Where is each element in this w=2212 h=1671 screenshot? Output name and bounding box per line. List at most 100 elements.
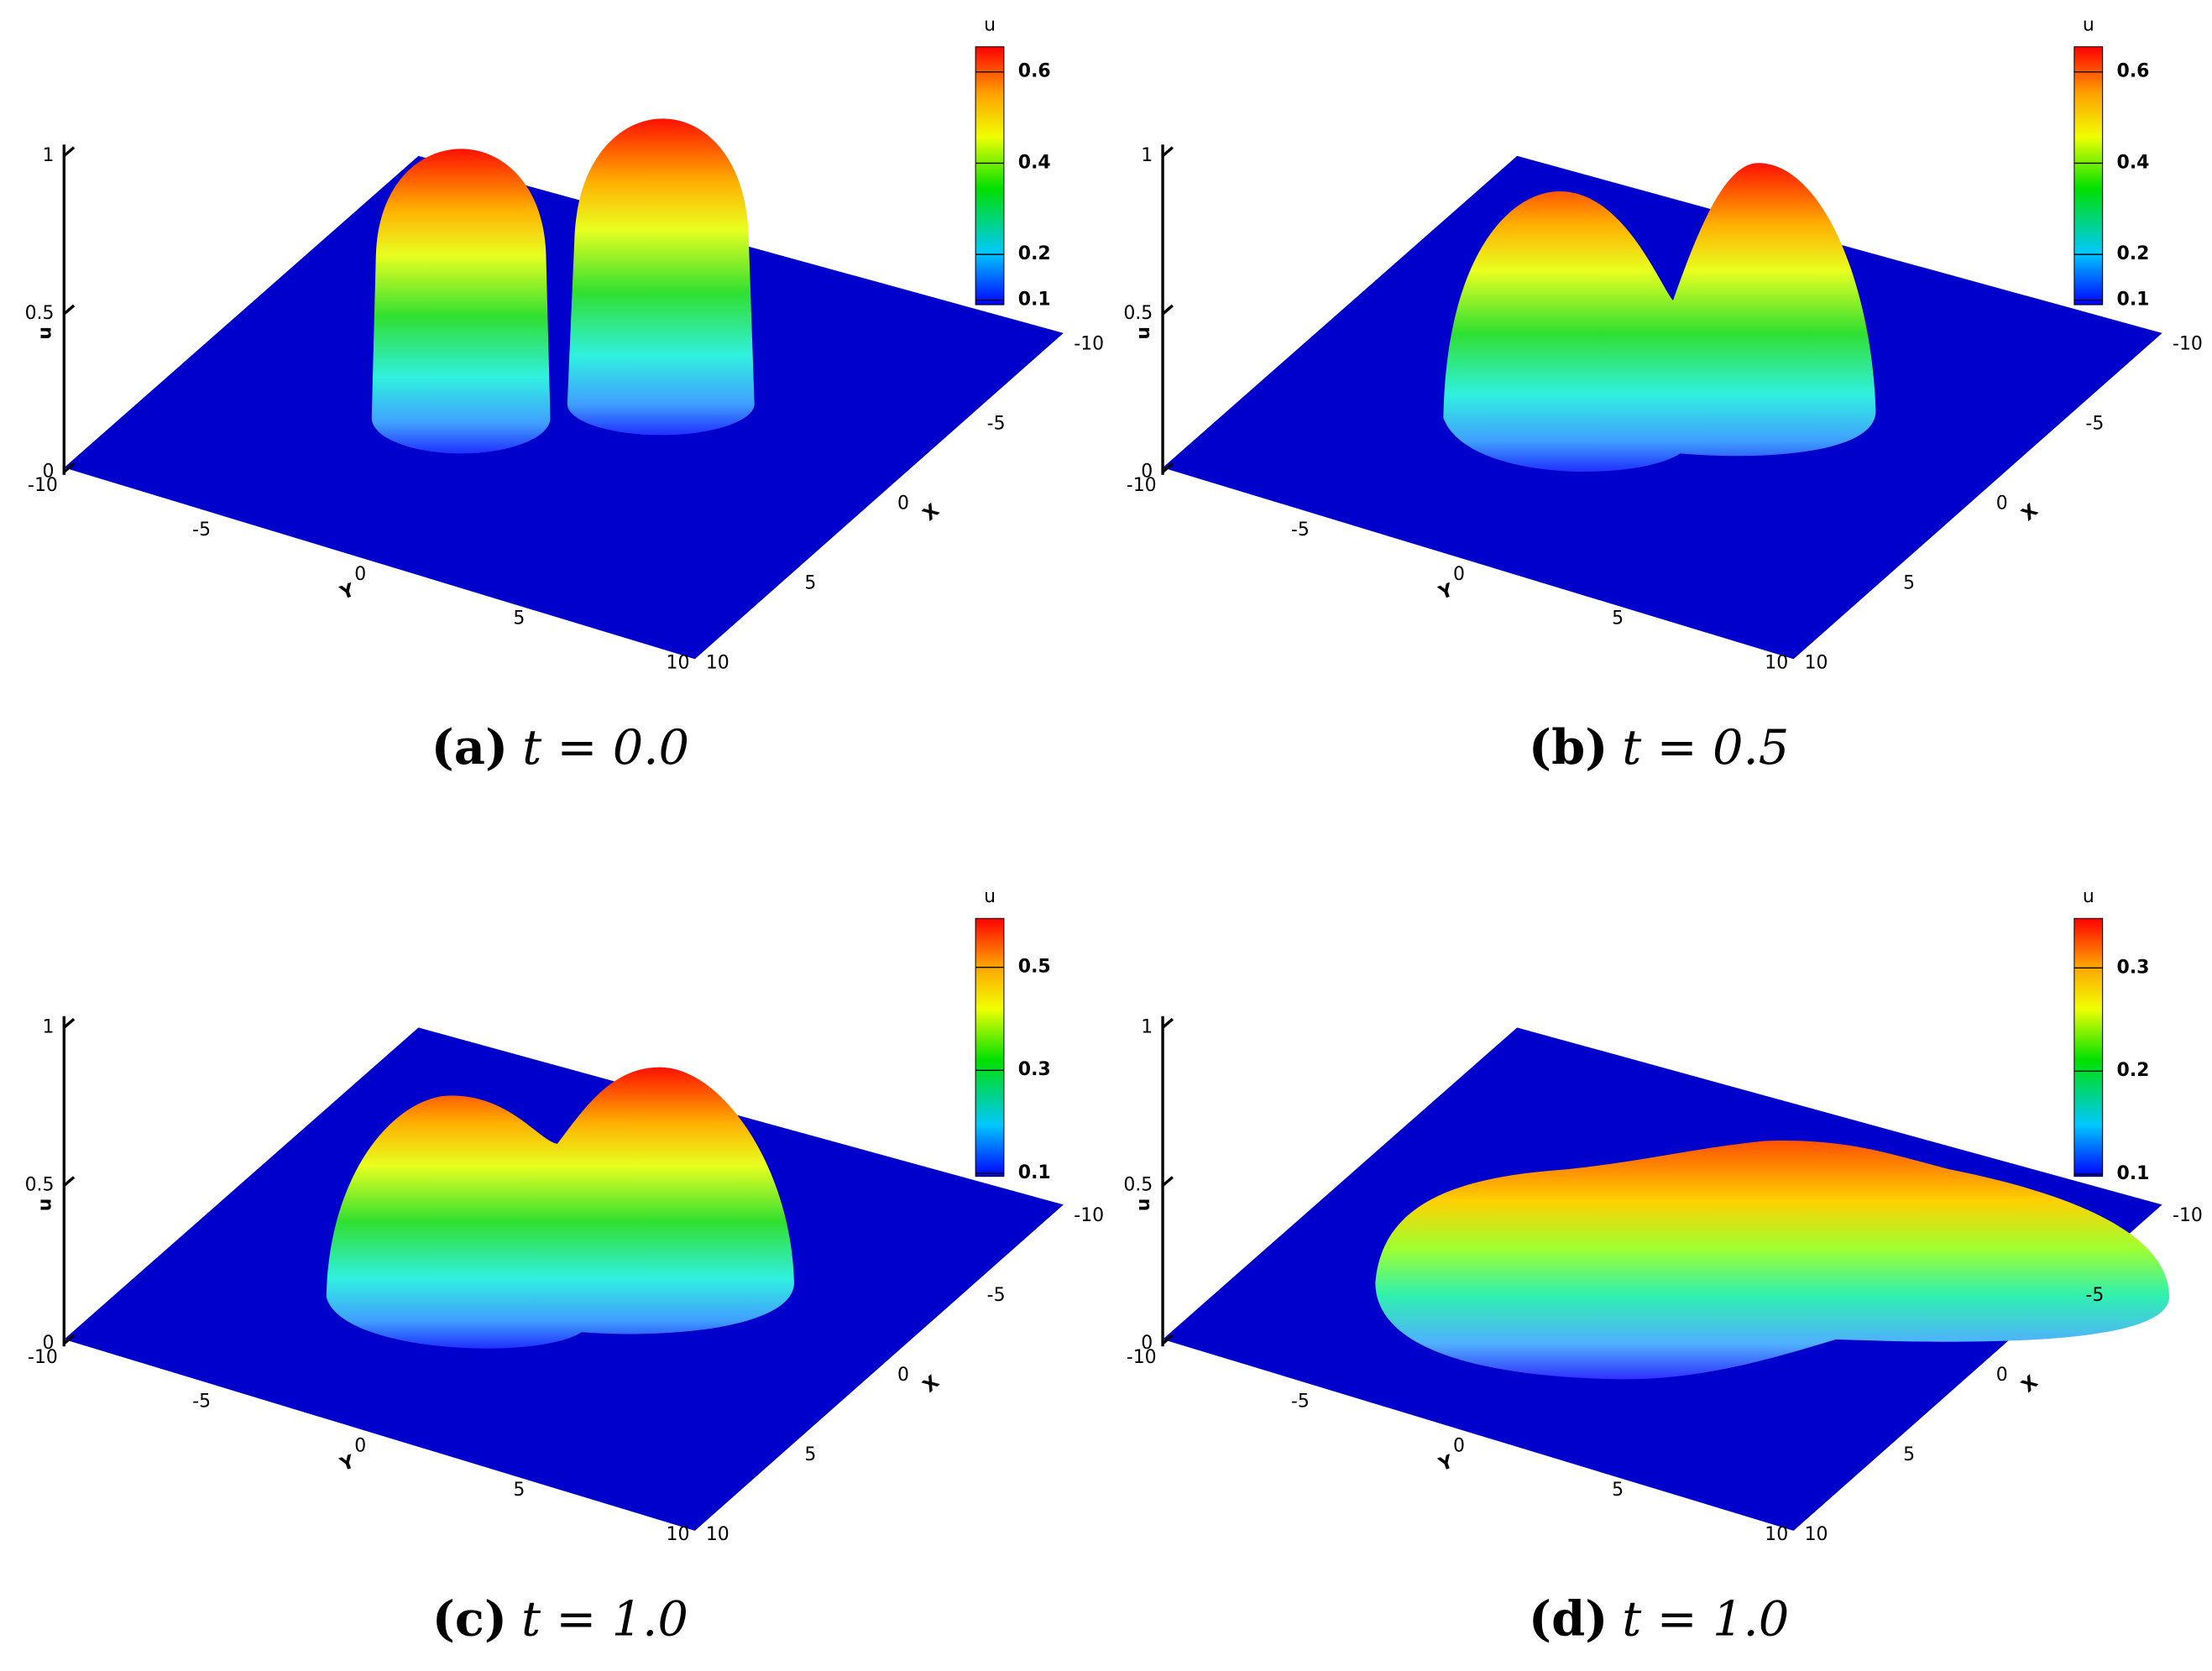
- z-tick-label: 0: [43, 461, 55, 482]
- caption-text: t = 0.5: [1622, 719, 1789, 775]
- z-tick-label: 1: [43, 1016, 55, 1037]
- x-tick-label: 5: [1903, 572, 1915, 593]
- x-tick-label: 10: [1805, 652, 1828, 673]
- x-tick-label: 10: [1805, 1524, 1828, 1545]
- z-axis-label: u: [34, 1198, 55, 1212]
- colorbar-tick-label: 0.2: [2117, 1060, 2150, 1081]
- colorbar-tick-label: 0.2: [2117, 243, 2150, 264]
- z-tick: [63, 1017, 76, 1029]
- surface: [1443, 163, 1876, 473]
- caption-label: (a): [431, 718, 509, 775]
- z-tick: [1161, 146, 1174, 158]
- z-tick: [63, 146, 76, 158]
- z-tick: [1161, 304, 1174, 316]
- caption-label: (b): [1529, 718, 1608, 775]
- y-tick-label: -10: [1127, 1347, 1157, 1368]
- caption: (d) t = 1.0: [1529, 1590, 1789, 1648]
- x-tick-label: 0: [1996, 493, 2008, 514]
- x-tick-label: 10: [706, 1524, 729, 1545]
- z-tick-label: 1: [43, 145, 55, 166]
- y-tick-label: 5: [513, 608, 525, 629]
- x-tick-label: 0: [897, 493, 909, 514]
- colorbar: [975, 46, 1005, 305]
- colorbar-tick-label: 0.3: [2117, 957, 2150, 978]
- y-tick-label: -5: [192, 520, 211, 540]
- panel: 00.51u-10-50510Y-10-50510Xu0.10.20.40.6(…: [25, 14, 1105, 775]
- caption-text: t = 0.0: [522, 719, 689, 775]
- z-tick-label: 1: [1141, 1016, 1153, 1037]
- z-tick-label: 0: [1141, 461, 1153, 482]
- colorbar-tick-label: 0.2: [1018, 243, 1051, 264]
- colorbar-title: u: [984, 886, 996, 907]
- x-tick-label: -5: [987, 413, 1006, 434]
- z-tick-label: 0.5: [25, 303, 55, 324]
- z-tick: [63, 1176, 76, 1187]
- surface: [1375, 1141, 2170, 1380]
- x-axis-label: X: [2018, 1371, 2042, 1397]
- z-tick: [63, 462, 76, 473]
- caption-label: (c): [432, 1590, 507, 1648]
- caption: (a) t = 0.0: [431, 718, 689, 775]
- x-tick-label: -10: [2173, 1205, 2203, 1226]
- y-tick-label: 5: [513, 1480, 525, 1501]
- surface: [326, 1067, 794, 1349]
- colorbar-title: u: [2083, 886, 2094, 907]
- x-tick-label: 5: [804, 1444, 816, 1465]
- z-tick: [1161, 1017, 1174, 1029]
- y-tick-label: -5: [1291, 520, 1310, 540]
- x-tick-label: 0: [1996, 1365, 2008, 1386]
- colorbar-tick-label: 0.5: [1018, 957, 1051, 978]
- colorbar-tick-label: 0.1: [2117, 1163, 2150, 1184]
- x-tick-label: -10: [1074, 1205, 1104, 1226]
- x-axis-label: X: [919, 500, 944, 525]
- y-tick-label: -10: [28, 1347, 58, 1368]
- x-tick-label: 5: [1903, 1444, 1915, 1465]
- x-tick-label: -5: [987, 1285, 1006, 1306]
- x-tick-label: -5: [2085, 1285, 2104, 1306]
- z-tick: [1161, 1334, 1174, 1345]
- z-tick: [1161, 1176, 1174, 1187]
- y-tick-label: -5: [1291, 1392, 1310, 1413]
- x-tick-label: 10: [706, 652, 729, 673]
- caption-text: t = 1.0: [1622, 1591, 1789, 1648]
- y-tick-label: 10: [667, 652, 690, 673]
- y-tick-label: 0: [354, 1435, 366, 1456]
- y-tick-label: -5: [192, 1392, 211, 1413]
- z-tick: [63, 304, 76, 316]
- caption-text: t = 1.0: [521, 1591, 688, 1648]
- z-axis-label: u: [34, 326, 55, 340]
- panel: 00.51u-10-50510Y-10-50510Xu0.10.20.40.6(…: [1123, 14, 2203, 775]
- colorbar-title: u: [984, 14, 996, 35]
- z-tick: [63, 1334, 76, 1345]
- z-tick: [1161, 462, 1174, 473]
- y-tick-label: 10: [667, 1524, 690, 1545]
- colorbar-tick-label: 0.1: [1018, 290, 1051, 311]
- x-tick-label: 0: [897, 1365, 909, 1386]
- y-tick-label: -10: [28, 475, 58, 496]
- y-tick-label: -10: [1127, 475, 1157, 496]
- colorbar-tick-label: 0.4: [1018, 152, 1051, 173]
- y-tick-label: 10: [1765, 652, 1788, 673]
- colorbar-tick-label: 0.1: [1018, 1162, 1051, 1183]
- y-tick-label: 0: [1453, 1435, 1465, 1456]
- floor: [64, 155, 1064, 660]
- colorbar-tick-label: 0.6: [2117, 61, 2150, 82]
- x-tick-label: -10: [1074, 333, 1104, 354]
- colorbar-tick-label: 0.6: [1018, 61, 1051, 82]
- surface: [567, 118, 755, 436]
- colorbar: [2073, 917, 2104, 1178]
- caption-label: (d): [1529, 1590, 1608, 1648]
- x-tick-label: 5: [804, 572, 816, 593]
- y-tick-label: 10: [1765, 1524, 1788, 1545]
- z-tick-label: 0.5: [1123, 303, 1153, 324]
- z-axis-label: u: [1133, 1198, 1154, 1212]
- y-tick-label: 5: [1612, 1480, 1624, 1501]
- x-axis-label: X: [919, 1371, 944, 1397]
- x-tick-label: -10: [2173, 333, 2203, 354]
- z-tick-label: 0: [1141, 1333, 1153, 1354]
- x-axis-label: X: [2018, 500, 2042, 525]
- y-tick-label: 5: [1612, 608, 1624, 629]
